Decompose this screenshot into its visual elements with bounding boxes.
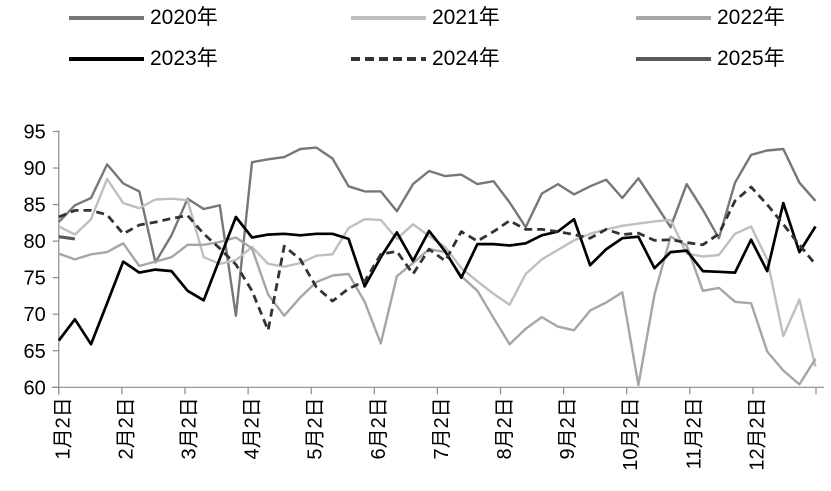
legend-label: 2023年 xyxy=(150,47,218,70)
legend-line-swatch xyxy=(635,6,712,30)
y-axis-tick-label: 70 xyxy=(24,304,46,326)
legend-item-2023年[interactable]: 2023年 xyxy=(68,47,218,71)
series-line-2025年 xyxy=(58,235,76,241)
x-axis-tick-label: 3月2日 xyxy=(179,397,201,459)
legend-label: 2024年 xyxy=(432,47,500,70)
x-axis-tick-label: 10月2日 xyxy=(620,397,642,470)
series-line-2024年 xyxy=(58,185,817,332)
series-line-2022年 xyxy=(58,235,817,387)
y-axis-tick-label: 60 xyxy=(24,377,46,399)
series-line-2020年 xyxy=(57,146,817,317)
y-axis-tick-label: 80 xyxy=(24,231,46,253)
legend-label: 2020年 xyxy=(150,6,218,29)
x-axis-tick-label: 2月2日 xyxy=(115,397,137,459)
series-line-2023年 xyxy=(57,201,817,346)
legend-line-swatch xyxy=(68,6,145,30)
x-axis-tick-label: 7月2日 xyxy=(431,397,453,459)
x-axis-tick-label: 5月2日 xyxy=(305,397,327,459)
legend-item-2022年[interactable]: 2022年 xyxy=(635,6,785,30)
legend-item-2025年[interactable]: 2025年 xyxy=(635,47,785,71)
legend-line-swatch xyxy=(350,6,427,30)
x-axis-tick-label: 4月2日 xyxy=(242,397,264,459)
y-axis-tick-label: 65 xyxy=(24,341,46,363)
legend-line-swatch xyxy=(68,47,145,71)
y-axis-tick-label: 95 xyxy=(24,122,46,144)
legend-item-2021年[interactable]: 2021年 xyxy=(350,6,500,30)
legend-label: 2025年 xyxy=(717,47,785,70)
x-axis-tick-label: 8月2日 xyxy=(494,397,516,459)
legend-item-2024年[interactable]: 2024年 xyxy=(350,47,500,71)
y-axis-tick-label: 90 xyxy=(24,158,46,180)
legend-label: 2022年 xyxy=(717,6,785,29)
legend-line-swatch xyxy=(350,47,427,71)
y-axis-tick-label: 85 xyxy=(24,195,46,217)
legend-item-2020年[interactable]: 2020年 xyxy=(68,6,218,30)
legend-label: 2021年 xyxy=(432,6,500,29)
x-axis-tick-label: 6月2日 xyxy=(368,397,390,459)
x-axis-tick-label: 11月2日 xyxy=(683,397,705,469)
x-axis-tick-label: 12月2日 xyxy=(746,397,768,470)
y-axis-tick-label: 75 xyxy=(24,268,46,290)
x-axis-tick-label: 1月2日 xyxy=(52,397,74,459)
x-axis-tick-label: 9月2日 xyxy=(557,397,579,459)
chart-legend: 2020年 2021年 2022年 2023年 2024年 2025年 xyxy=(0,0,831,80)
legend-line-swatch xyxy=(635,47,712,71)
